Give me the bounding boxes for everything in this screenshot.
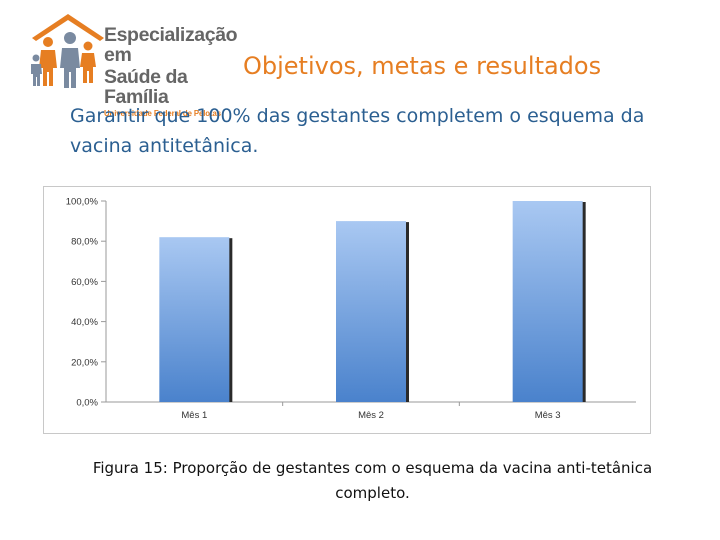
y-tick-label: 40,0% xyxy=(71,317,98,328)
y-tick-label: 20,0% xyxy=(71,357,98,368)
y-tick-label: 0,0% xyxy=(76,398,98,409)
y-tick-label: 100,0% xyxy=(66,197,99,208)
chart-area: 0,0% 20,0% 40,0% 60,0% 80,0% 100,0% Mês 1 Mês … xyxy=(43,186,651,434)
x-tick-label: Mês 2 xyxy=(358,410,384,421)
bar xyxy=(336,221,406,402)
y-tick-label: 60,0% xyxy=(71,277,98,288)
figure-caption: Figura 15: Proporção de gestantes com o … xyxy=(92,459,653,502)
bar xyxy=(512,201,583,402)
logo-line-3: Universidade Federal de Pelotas xyxy=(104,109,221,118)
slide-title: Objetivos, metas e resultados xyxy=(243,52,602,80)
logo-line-2: Saúde da Família xyxy=(104,66,188,108)
logo-line-1: Especialização em xyxy=(104,24,238,66)
bar xyxy=(159,237,230,402)
goal-text: Garantir que 100% das gestantes complete… xyxy=(70,105,645,157)
x-tick-label: Mês 3 xyxy=(535,410,561,421)
x-tick-label: Mês 1 xyxy=(181,410,207,421)
logo-text: Especialização em Saúde da Família Unive… xyxy=(104,24,238,118)
y-tick-label: 80,0% xyxy=(71,237,98,248)
bar-chart: 0,0% 20,0% 40,0% 60,0% 80,0% 100,0% Mês 1 Mês … xyxy=(66,197,636,421)
logo: Especialização em Saúde da Família Unive… xyxy=(28,8,238,117)
family-house-icon xyxy=(31,14,104,88)
